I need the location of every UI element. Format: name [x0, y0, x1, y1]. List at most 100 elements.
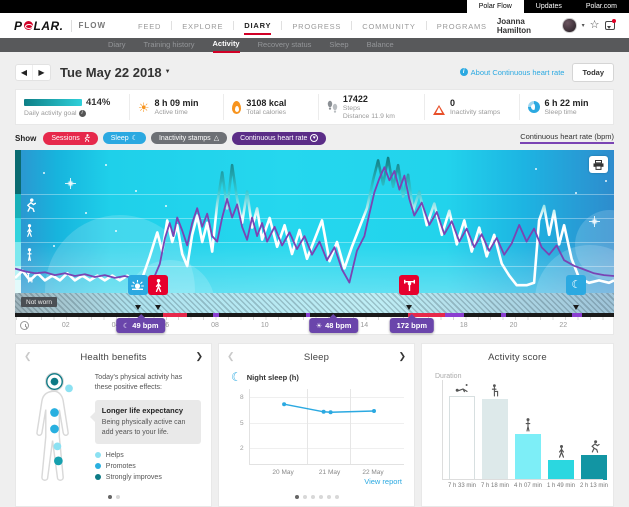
sunrise-marker[interactable] — [127, 275, 148, 295]
chart-plot-area[interactable]: Not worn ☾ — [15, 150, 614, 313]
printer-icon — [593, 159, 604, 170]
chip-continuous-hr[interactable]: Continuous heart rate ♥ — [232, 131, 327, 145]
bar-walking — [548, 445, 574, 480]
subnav-diary[interactable]: Diary — [108, 40, 126, 49]
hr-axis-label: Continuous heart rate (bpm) — [520, 132, 614, 144]
chip-inactivity-stamps[interactable]: Inactivity stamps △ — [150, 132, 228, 144]
page-dot[interactable] — [310, 495, 315, 499]
top-strip: Polar Flow Updates Polar.com — [0, 0, 629, 13]
subnav-recovery-status[interactable]: Recovery status — [257, 40, 312, 49]
health-benefits-card: ❮ Health benefits ❯ Today's physical act… — [15, 343, 212, 507]
favorite-star-icon[interactable]: ☆ — [589, 19, 600, 31]
subnav-activity[interactable]: Activity — [212, 37, 240, 53]
today-button[interactable]: Today — [572, 62, 614, 82]
daily-stats-bar: 414% Daily activity goal i ☀ 8 h 09 min A… — [15, 89, 614, 125]
view-report-link[interactable]: View report — [364, 477, 402, 486]
bar-value-label: 2 h 13 min — [580, 483, 609, 489]
avatar[interactable] — [562, 18, 577, 33]
y-tick-label: 5 — [240, 419, 244, 427]
sleep-point[interactable] — [282, 402, 287, 407]
walking-level-icon — [27, 224, 32, 237]
menu-item-diary[interactable]: DIARY — [244, 16, 272, 35]
star — [115, 230, 117, 232]
sleep-prev-arrow[interactable]: ❮ — [227, 351, 235, 361]
about-link-label: About Continuous heart rate — [470, 67, 565, 77]
subnav-balance[interactable]: Balance — [366, 40, 394, 49]
legend-dot-promotes — [94, 463, 101, 470]
date-title[interactable]: Tue May 22 2018 — [60, 64, 162, 80]
not-worn-label: Not worn — [21, 297, 58, 307]
page-dot[interactable] — [302, 495, 307, 499]
highest-hr-badge[interactable]: 172 bpm — [389, 318, 435, 333]
print-button[interactable] — [589, 156, 608, 173]
user-name[interactable]: Joanna Hamilton — [496, 16, 532, 35]
menu-item-progress[interactable]: PROGRESS — [292, 22, 342, 31]
menu-item-community[interactable]: COMMUNITY — [362, 22, 416, 31]
chip-sleep[interactable]: Sleep ☾ — [102, 132, 146, 144]
health-next-arrow[interactable]: ❯ — [195, 351, 203, 361]
page-dot[interactable] — [294, 495, 299, 499]
duration-axis-label: Duration — [435, 373, 462, 380]
page-dot[interactable] — [318, 495, 323, 499]
diary-subnav: Diary Training history Activity Recovery… — [0, 37, 629, 53]
page-dot[interactable] — [334, 495, 339, 499]
activity-goal-value: 414% — [86, 97, 111, 108]
bedtime-moon-marker[interactable]: ☾ — [566, 275, 587, 295]
menu-item-programs[interactable]: PROGRAMS — [436, 22, 487, 31]
legend-label: Strongly improves — [105, 473, 162, 481]
sleep-point[interactable] — [321, 409, 326, 414]
y-tick-label: 2 — [240, 445, 244, 453]
bar — [482, 399, 508, 480]
bar-value-label: 7 h 18 min — [481, 483, 510, 489]
gridline — [307, 389, 309, 464]
date-nav: ◀ ▶ — [15, 63, 51, 81]
page-dot[interactable] — [326, 495, 331, 499]
notifications-icon[interactable] — [604, 19, 616, 30]
date-caret-icon[interactable]: ▼ — [164, 69, 171, 75]
menu-item-feed[interactable]: FEED — [138, 22, 162, 31]
tab-polar-flow[interactable]: Polar Flow — [466, 0, 524, 13]
sleep-point[interactable] — [328, 410, 333, 415]
goal-info-icon[interactable]: i — [78, 110, 86, 117]
filter-row: Show Sessions Sleep ☾ Inactivity stamps … — [15, 130, 614, 146]
lowest-night-hr-badge[interactable]: ☾ 49 bpm — [115, 318, 166, 333]
sleep-next-arrow[interactable]: ❯ — [398, 351, 406, 361]
subnav-sleep[interactable]: Sleep — [329, 40, 349, 49]
next-day-button[interactable]: ▶ — [38, 67, 45, 77]
lowest-day-hr-badge[interactable]: ☀ 48 bpm — [308, 318, 359, 333]
stat-calories: 3108 kcal Total calories — [224, 94, 319, 120]
gridline — [21, 194, 614, 195]
page-dot[interactable] — [115, 495, 120, 499]
sun-icon: ☀ — [315, 322, 323, 330]
time-tick-label: 02 — [61, 322, 70, 329]
sleep-point[interactable] — [372, 408, 376, 413]
heart-icon: ♥ — [310, 134, 319, 142]
menu-divider — [171, 21, 173, 30]
session-segment — [407, 313, 446, 317]
bar — [548, 460, 574, 480]
sleep-x-label: 20 May — [272, 469, 294, 476]
sunrise-icon — [131, 279, 145, 290]
walking-session-marker[interactable] — [148, 275, 169, 295]
health-prev-arrow[interactable]: ❮ — [24, 351, 32, 361]
tab-polar-com[interactable]: Polar.com — [585, 3, 617, 10]
sitting-icon — [491, 384, 499, 397]
chart-lines — [15, 156, 614, 287]
chip-sessions[interactable]: Sessions — [43, 131, 98, 145]
user-caret-icon[interactable]: ▾ — [581, 23, 585, 29]
star — [135, 190, 137, 192]
prev-day-button[interactable]: ◀ — [16, 64, 33, 80]
polar-logo[interactable]: P LAR. — [14, 19, 64, 33]
menu-item-explore[interactable]: EXPLORE — [182, 22, 224, 31]
subnav-training-history[interactable]: Training history — [143, 40, 195, 49]
sleep-clock-icon — [527, 101, 540, 113]
calories-value: 3108 kcal — [246, 98, 287, 108]
page-dot[interactable] — [107, 495, 112, 499]
badge-value: 172 bpm — [396, 321, 428, 330]
tab-updates[interactable]: Updates — [535, 3, 562, 10]
strength-session-marker[interactable] — [399, 275, 420, 295]
activity-score-title: Activity score — [488, 352, 547, 363]
about-continuous-hr-link[interactable]: i About Continuous heart rate — [459, 67, 565, 77]
steps-value: 17422 — [342, 94, 368, 104]
info-icon: i — [459, 68, 468, 76]
